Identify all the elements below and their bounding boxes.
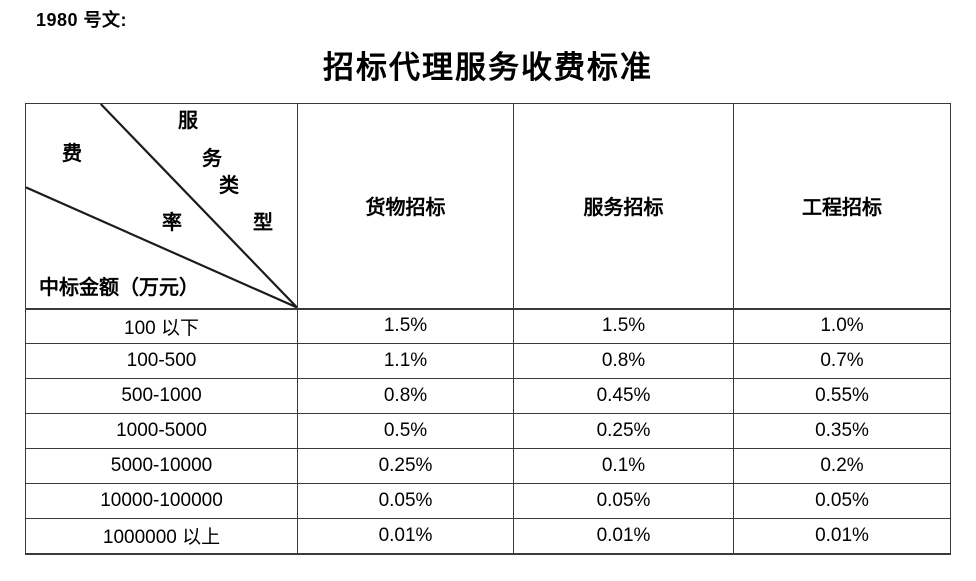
goods-rate-cell: 1.1% bbox=[297, 343, 514, 379]
amount-range-cell: 500-1000 bbox=[25, 378, 298, 414]
corner-label-service-type-4: 型 bbox=[253, 212, 273, 234]
goods-rate-cell: 0.5% bbox=[297, 413, 514, 449]
fee-standard-table: 费 服 务 类 率 型 中标金额（万元） 货物招标 服务招标 工程招标 100 … bbox=[25, 103, 951, 555]
service-rate-cell: 0.1% bbox=[513, 448, 734, 484]
works-rate-cell: 0.05% bbox=[733, 483, 951, 519]
table-row: 1000000 以上 0.01% 0.01% 0.01% bbox=[25, 518, 951, 554]
table-row: 100-500 1.1% 0.8% 0.7% bbox=[25, 343, 951, 379]
table-row: 10000-100000 0.05% 0.05% 0.05% bbox=[25, 483, 951, 519]
table-header-row: 费 服 务 类 率 型 中标金额（万元） 货物招标 服务招标 工程招标 bbox=[25, 103, 951, 310]
amount-range-cell: 1000000 以上 bbox=[25, 518, 298, 554]
works-rate-cell: 0.55% bbox=[733, 378, 951, 414]
page-title: 招标代理服务收费标准 bbox=[323, 50, 653, 85]
corner-label-service-type-1: 服 bbox=[178, 110, 198, 132]
service-rate-cell: 0.8% bbox=[513, 343, 734, 379]
works-rate-cell: 0.01% bbox=[733, 518, 951, 554]
doc-reference-label: 1980 号文: bbox=[36, 10, 128, 30]
amount-range-cell: 5000-10000 bbox=[25, 448, 298, 484]
table-row: 5000-10000 0.25% 0.1% 0.2% bbox=[25, 448, 951, 484]
goods-rate-cell: 0.01% bbox=[297, 518, 514, 554]
works-rate-cell: 1.0% bbox=[733, 308, 951, 344]
amount-range-cell: 1000-5000 bbox=[25, 413, 298, 449]
amount-range-cell: 100-500 bbox=[25, 343, 298, 379]
goods-rate-cell: 0.8% bbox=[297, 378, 514, 414]
table-row: 500-1000 0.8% 0.45% 0.55% bbox=[25, 378, 951, 414]
corner-label-bid-amount: 中标金额（万元） bbox=[39, 277, 199, 299]
goods-rate-cell: 1.5% bbox=[297, 308, 514, 344]
diagonal-corner-cell: 费 服 务 类 率 型 中标金额（万元） bbox=[25, 103, 298, 310]
corner-label-service-type-3: 类 bbox=[219, 175, 239, 197]
column-header-services-bidding: 服务招标 bbox=[513, 103, 734, 310]
corner-label-rate: 率 bbox=[162, 212, 182, 234]
works-rate-cell: 0.2% bbox=[733, 448, 951, 484]
goods-rate-cell: 0.05% bbox=[297, 483, 514, 519]
amount-range-cell: 10000-100000 bbox=[25, 483, 298, 519]
table-row: 100 以下 1.5% 1.5% 1.0% bbox=[25, 308, 951, 344]
works-rate-cell: 0.7% bbox=[733, 343, 951, 379]
amount-range-cell: 100 以下 bbox=[25, 308, 298, 344]
table-row: 1000-5000 0.5% 0.25% 0.35% bbox=[25, 413, 951, 449]
diagonal-split-lines bbox=[26, 104, 297, 307]
service-rate-cell: 0.25% bbox=[513, 413, 734, 449]
service-rate-cell: 0.01% bbox=[513, 518, 734, 554]
works-rate-cell: 0.35% bbox=[733, 413, 951, 449]
corner-label-service-type-2: 务 bbox=[202, 148, 222, 170]
goods-rate-cell: 0.25% bbox=[297, 448, 514, 484]
column-header-works-bidding: 工程招标 bbox=[733, 103, 951, 310]
service-rate-cell: 0.45% bbox=[513, 378, 734, 414]
corner-label-fee: 费 bbox=[62, 143, 82, 165]
column-header-goods-bidding: 货物招标 bbox=[297, 103, 514, 310]
service-rate-cell: 1.5% bbox=[513, 308, 734, 344]
service-rate-cell: 0.05% bbox=[513, 483, 734, 519]
